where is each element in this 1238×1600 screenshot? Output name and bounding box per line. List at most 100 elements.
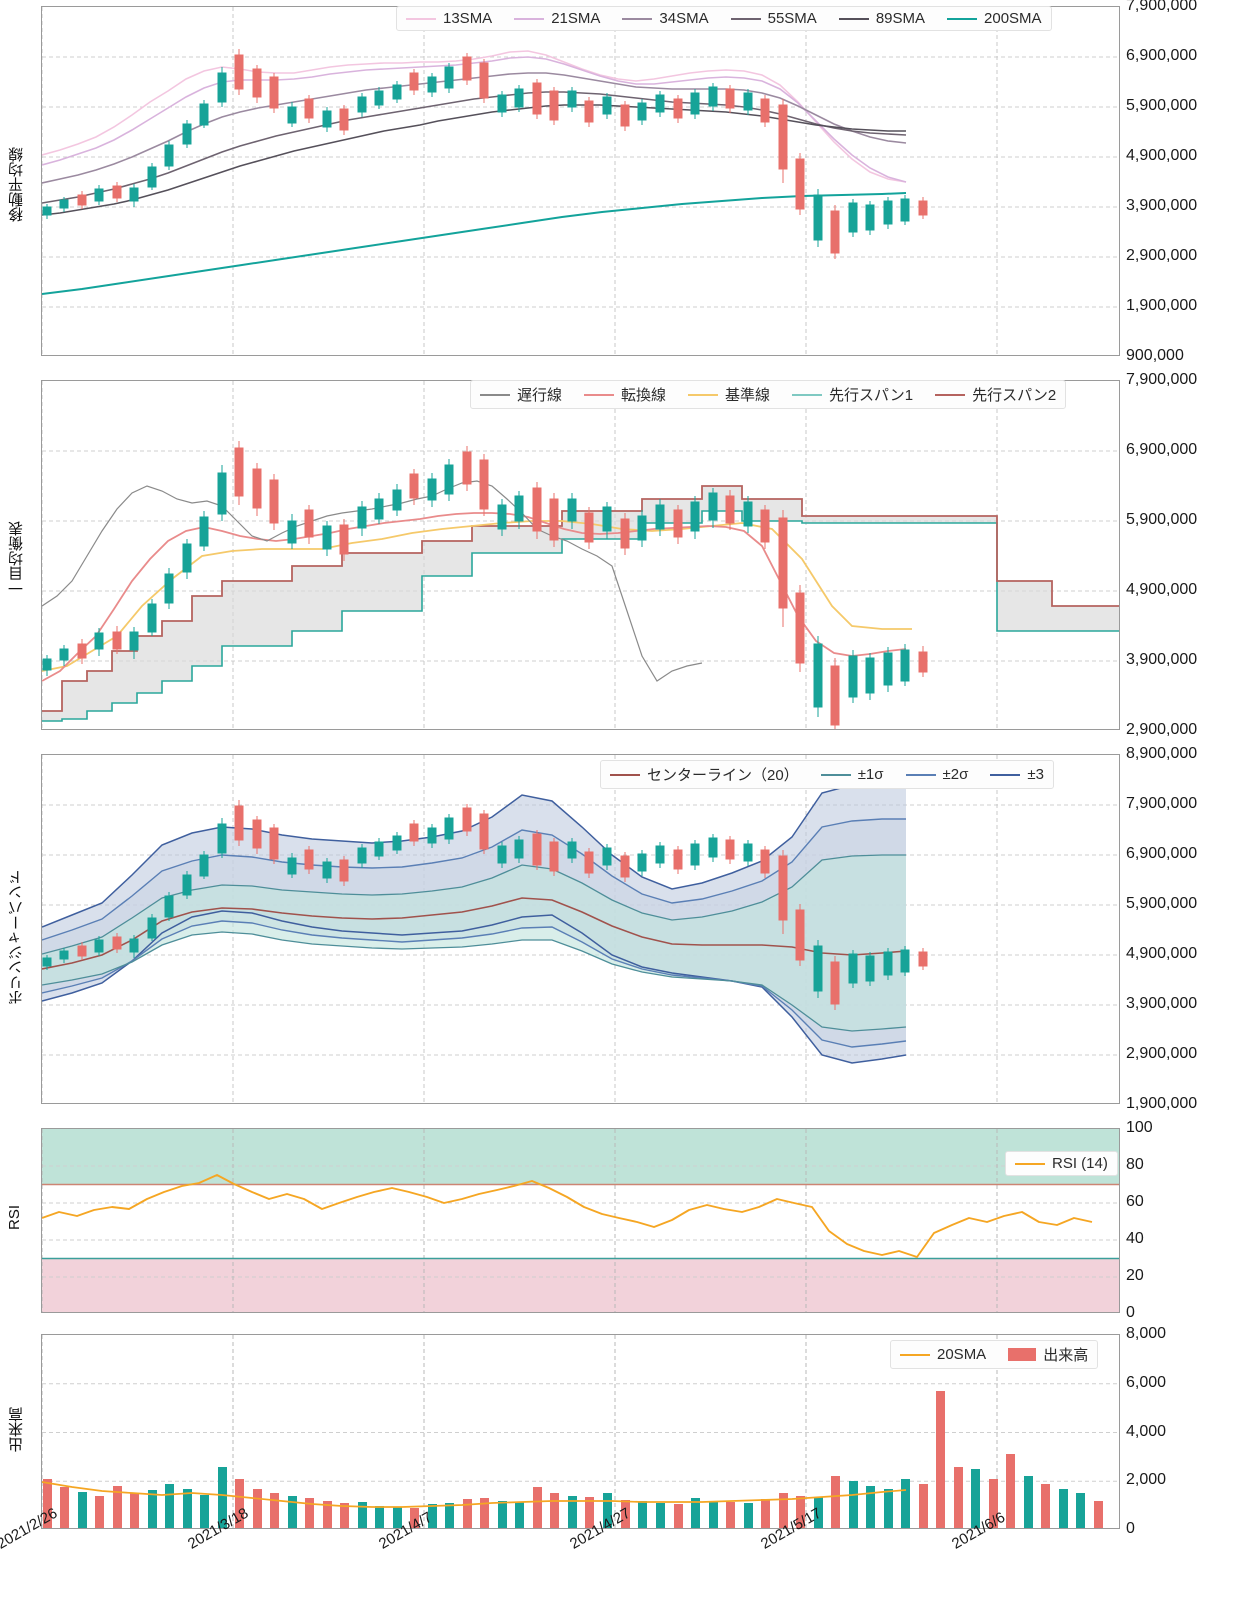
legend-volume[interactable]: 20SMA 出来高 bbox=[890, 1340, 1099, 1369]
chart-svg-moving-average bbox=[42, 7, 1119, 355]
legend-item-volume[interactable]: 出来高 bbox=[1008, 1344, 1088, 1365]
y-tick: 6,900,000 bbox=[1126, 441, 1198, 458]
legend-item-senkou-span-1[interactable]: 先行スパン1 bbox=[792, 384, 913, 405]
y-tick: 2,900,000 bbox=[1126, 247, 1198, 264]
y-tick: 4,900,000 bbox=[1126, 945, 1198, 962]
legend-label-rsi: RSI (14) bbox=[1052, 1155, 1108, 1172]
y-tick: 5,900,000 bbox=[1126, 97, 1198, 114]
legend-label-89sma: 89SMA bbox=[875, 10, 926, 27]
y-tick: 80 bbox=[1126, 1156, 1144, 1173]
legend-item-senkou-span-2[interactable]: 先行スパン2 bbox=[935, 384, 1056, 405]
chart-svg-ichimoku bbox=[42, 381, 1119, 729]
legend-label-kijun: 基準線 bbox=[725, 387, 771, 404]
legend-item-center-line[interactable]: センターライン（20） bbox=[610, 764, 799, 785]
legend-label-55sma: 55SMA bbox=[767, 10, 817, 27]
legend-item-sigma3[interactable]: ±3 bbox=[990, 766, 1044, 783]
panel-ylabel-bollinger: ボリンジャーバンド bbox=[8, 870, 25, 1006]
y-tick: 40 bbox=[1126, 1230, 1144, 1247]
legend-label-center-line: センターライン（20） bbox=[647, 767, 799, 784]
legend-item-rsi[interactable]: RSI (14) bbox=[1015, 1155, 1108, 1172]
legend-label-sigma2: ±2σ bbox=[942, 766, 969, 783]
chart-svg-bollinger bbox=[42, 755, 1119, 1103]
legend-swatch-sigma2 bbox=[905, 773, 936, 776]
legend-swatch-sigma3 bbox=[990, 773, 1021, 776]
panel-ylabel-rsi: RSI bbox=[6, 1204, 23, 1230]
y-tick: 7,900,000 bbox=[1126, 371, 1198, 388]
candlestick-series bbox=[42, 49, 928, 259]
y-tick: 2,000 bbox=[1126, 1471, 1167, 1489]
y-tick: 7,900,000 bbox=[1126, 0, 1198, 14]
legend-swatch-tenkan bbox=[584, 393, 615, 396]
legend-label-sigma3: ±3 bbox=[1027, 766, 1044, 783]
legend-label-volume-sma: 20SMA bbox=[937, 1346, 987, 1363]
chart-svg-rsi bbox=[42, 1129, 1119, 1312]
plot-area-rsi bbox=[41, 1128, 1120, 1313]
legend-swatch-21sma bbox=[514, 17, 545, 20]
legend-ichimoku[interactable]: 遅行線 転換線 基準線 先行スパン1 先行スパン2 bbox=[470, 380, 1067, 409]
legend-item-sigma1[interactable]: ±1σ bbox=[820, 766, 884, 783]
y-tick: 1,900,000 bbox=[1126, 1095, 1198, 1112]
legend-swatch-senkou-span-2 bbox=[935, 393, 966, 396]
legend-item-200sma[interactable]: 200SMA bbox=[947, 10, 1042, 27]
y-tick: 6,000 bbox=[1126, 1373, 1167, 1391]
legend-rsi[interactable]: RSI (14) bbox=[1005, 1151, 1118, 1176]
panel-volume: 出来高 bbox=[0, 1325, 1238, 1600]
y-tick: 8,900,000 bbox=[1126, 745, 1198, 762]
y-tick: 2,900,000 bbox=[1126, 1045, 1198, 1062]
legend-swatch-volume bbox=[1008, 1348, 1037, 1361]
y-tick: 0 bbox=[1126, 1520, 1135, 1537]
y-tick: 6,900,000 bbox=[1126, 845, 1198, 862]
legend-label-21sma: 21SMA bbox=[551, 10, 601, 27]
legend-swatch-kijun bbox=[688, 393, 719, 396]
legend-swatch-rsi bbox=[1015, 1162, 1045, 1165]
y-tick: 900,000 bbox=[1126, 347, 1184, 364]
panel-ylabel-ichimoku: 一目均衡表 bbox=[8, 521, 25, 597]
legend-moving-average[interactable]: 13SMA 21SMA 34SMA 55SMA 89SMA 200SMA bbox=[396, 6, 1052, 31]
legend-item-13sma[interactable]: 13SMA bbox=[406, 10, 492, 27]
legend-item-sigma2[interactable]: ±2σ bbox=[905, 766, 969, 783]
legend-item-34sma[interactable]: 34SMA bbox=[622, 10, 709, 27]
legend-item-55sma[interactable]: 55SMA bbox=[730, 10, 817, 27]
panel-moving-average: 移動平均線 bbox=[0, 0, 1238, 368]
y-tick: 4,000 bbox=[1126, 1422, 1167, 1440]
legend-label-volume: 出来高 bbox=[1043, 1347, 1089, 1364]
legend-bollinger[interactable]: センターライン（20） ±1σ ±2σ ±3 bbox=[600, 760, 1054, 789]
y-tick: 2,900,000 bbox=[1126, 721, 1198, 738]
y-tick: 1,900,000 bbox=[1126, 297, 1198, 314]
y-tick: 3,900,000 bbox=[1126, 651, 1198, 668]
panel-ylabel-moving-average: 移動平均線 bbox=[8, 147, 25, 223]
plot-area-ichimoku bbox=[41, 380, 1120, 730]
legend-label-senkou-span-2: 先行スパン2 bbox=[972, 387, 1057, 404]
y-tick: 4,900,000 bbox=[1126, 147, 1198, 164]
y-tick: 0 bbox=[1126, 1304, 1135, 1321]
legend-item-chikou[interactable]: 遅行線 bbox=[480, 384, 562, 405]
legend-swatch-sigma1 bbox=[820, 773, 851, 776]
legend-swatch-center-line bbox=[610, 773, 640, 776]
legend-item-kijun[interactable]: 基準線 bbox=[688, 384, 770, 405]
y-tick: 4,900,000 bbox=[1126, 581, 1198, 598]
panel-rsi: RSI bbox=[0, 1119, 1238, 1322]
legend-swatch-chikou bbox=[480, 393, 510, 396]
legend-swatch-34sma bbox=[622, 17, 653, 20]
chart-svg-volume bbox=[42, 1335, 1119, 1528]
legend-swatch-13sma bbox=[406, 17, 436, 20]
legend-swatch-senkou-span-1 bbox=[792, 393, 823, 396]
panel-bollinger: ボリンジャーバンド bbox=[0, 745, 1238, 1116]
y-tick: 5,900,000 bbox=[1126, 895, 1198, 912]
y-tick: 3,900,000 bbox=[1126, 995, 1198, 1012]
legend-label-34sma: 34SMA bbox=[659, 10, 709, 27]
legend-item-21sma[interactable]: 21SMA bbox=[514, 10, 600, 27]
legend-swatch-volume-sma bbox=[900, 1353, 930, 1356]
plot-area-moving-average bbox=[41, 6, 1120, 356]
plot-area-bollinger bbox=[41, 754, 1120, 1104]
legend-swatch-55sma bbox=[730, 17, 761, 20]
y-tick: 7,900,000 bbox=[1126, 795, 1198, 812]
panel-ylabel-volume: 出来高 bbox=[8, 1407, 25, 1453]
legend-item-volume-sma[interactable]: 20SMA bbox=[900, 1346, 986, 1363]
legend-swatch-89sma bbox=[838, 17, 869, 20]
legend-item-tenkan[interactable]: 転換線 bbox=[584, 384, 666, 405]
legend-item-89sma[interactable]: 89SMA bbox=[838, 10, 926, 27]
y-tick: 20 bbox=[1126, 1267, 1144, 1284]
legend-label-sigma1: ±1σ bbox=[857, 766, 884, 783]
